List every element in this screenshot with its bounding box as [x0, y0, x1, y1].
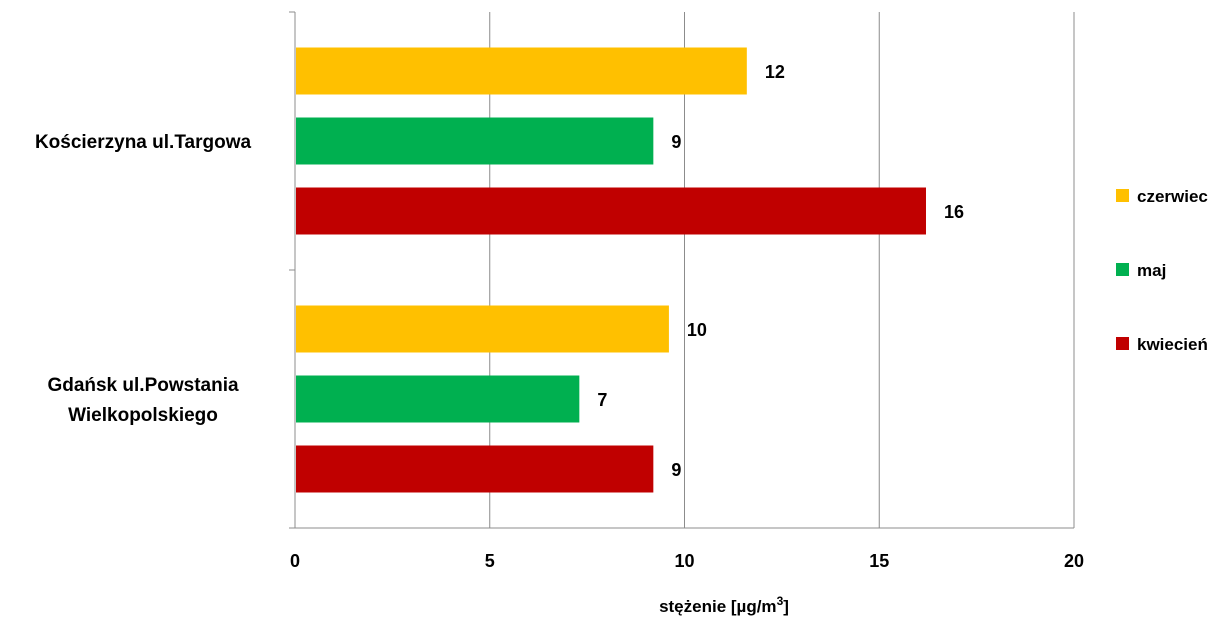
legend-item-kwiecień: kwiecień: [1116, 335, 1208, 354]
axes: [289, 11, 1074, 529]
x-tick-label: 10: [674, 551, 694, 571]
x-tick-label: 0: [290, 551, 300, 571]
category-label: Kościerzyna ul.Targowa: [35, 132, 252, 153]
x-axis-title: stężenie [µg/m3]: [659, 594, 789, 616]
legend-item-maj: maj: [1116, 261, 1166, 280]
legend-item-czerwiec: czerwiec: [1116, 187, 1208, 206]
legend-swatch: [1116, 263, 1129, 276]
category-label: Gdańsk ul.Powstania Wielkopolskiego: [47, 375, 239, 426]
x-tick-labels: 0 5 10 15 20: [290, 551, 1084, 571]
data-labels: 12 9 16 10 7 9: [597, 62, 964, 480]
legend-label: maj: [1137, 261, 1166, 280]
legend-label: kwiecień: [1137, 335, 1208, 354]
bar-czerwiec: [296, 47, 747, 95]
bar-maj: [296, 117, 654, 165]
data-label: 10: [687, 320, 707, 340]
data-label: 9: [671, 460, 681, 480]
x-tick-label: 15: [869, 551, 889, 571]
bar-maj: [296, 375, 580, 423]
x-tick-label: 5: [485, 551, 495, 571]
bar-kwiecień: [296, 445, 654, 493]
bar-czerwiec: [296, 305, 669, 353]
bar-kwiecień: [296, 187, 926, 235]
data-label: 7: [597, 390, 607, 410]
legend-label: czerwiec: [1137, 187, 1208, 206]
data-label: 12: [765, 62, 785, 82]
x-tick-label: 20: [1064, 551, 1084, 571]
data-label: 9: [671, 132, 681, 152]
bars: [296, 47, 926, 493]
legend-swatch: [1116, 189, 1129, 202]
legend: czerwiec maj kwiecień: [1116, 187, 1208, 354]
data-label: 16: [944, 202, 964, 222]
gridlines: [489, 12, 1075, 528]
legend-swatch: [1116, 337, 1129, 350]
category-labels: Kościerzyna ul.Targowa Gdańsk ul.Powstani…: [35, 132, 252, 426]
